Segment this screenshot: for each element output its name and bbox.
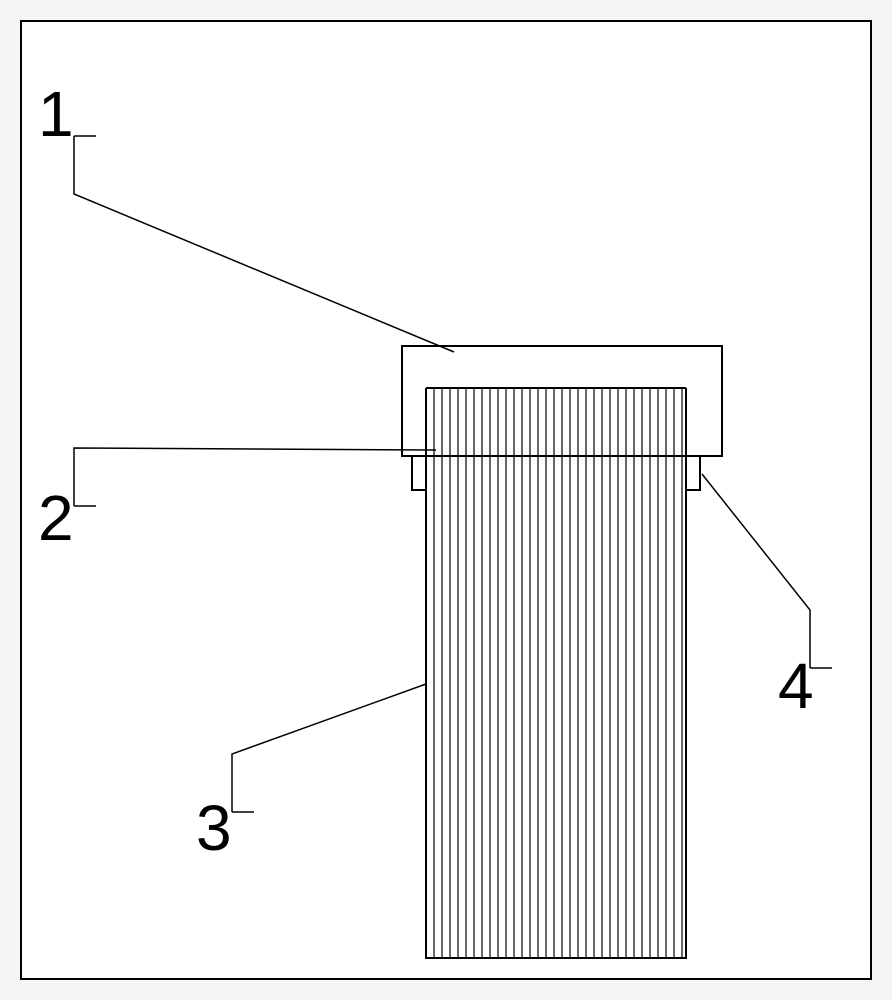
label-2: 2 bbox=[38, 482, 74, 554]
label-1: 1 bbox=[38, 78, 74, 150]
technical-diagram: 1 2 3 4 bbox=[20, 20, 872, 980]
label-3: 3 bbox=[196, 792, 232, 864]
label-4: 4 bbox=[778, 650, 814, 722]
diagram-svg: 1 2 3 4 bbox=[20, 20, 872, 980]
